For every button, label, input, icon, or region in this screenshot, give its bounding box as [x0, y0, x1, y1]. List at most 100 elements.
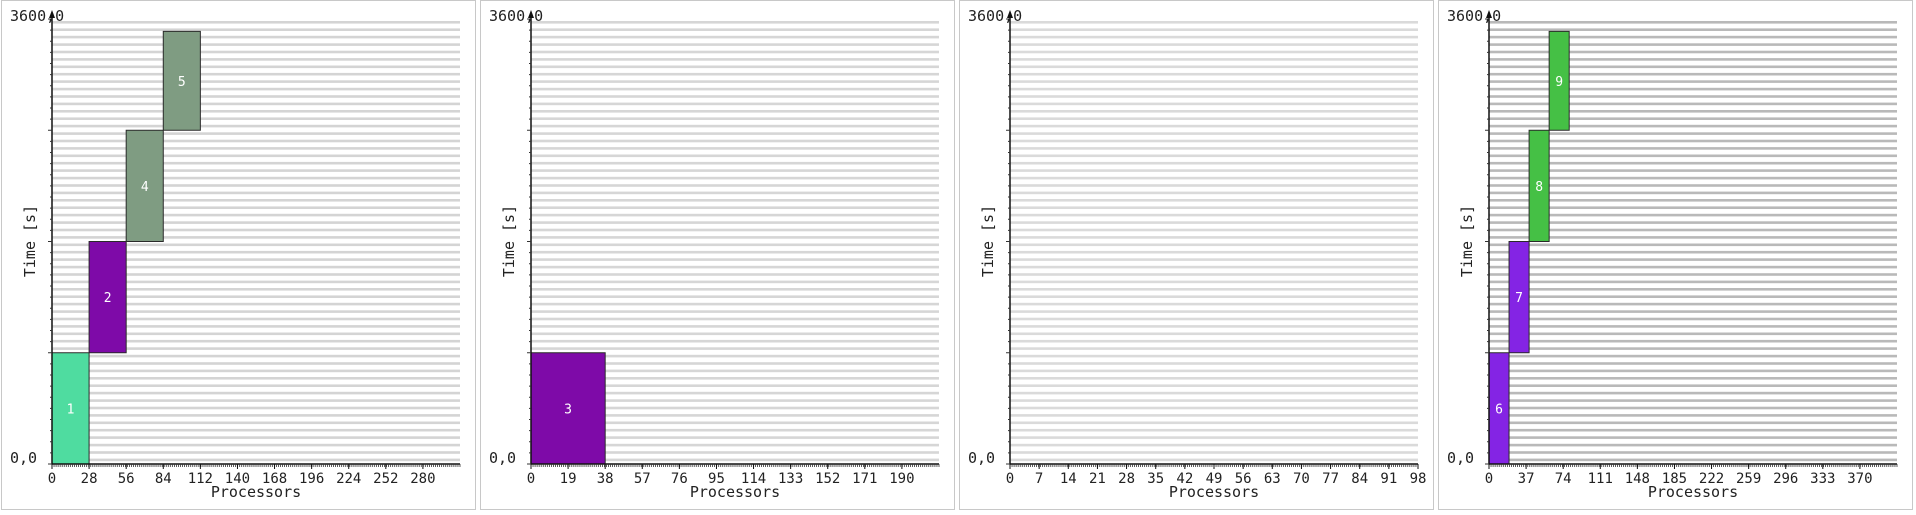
grid: [1489, 21, 1897, 462]
x-tick-label: 370: [1847, 471, 1872, 487]
y-axis-label: Time [s]: [500, 205, 518, 277]
grid-stripe: [52, 191, 460, 195]
grid-stripe: [52, 332, 460, 336]
x-tick-label: 252: [373, 471, 398, 487]
grid-stripe: [1489, 161, 1897, 165]
grid-stripe: [52, 35, 460, 39]
grid-stripe: [1489, 310, 1897, 313]
grid-stripe: [1489, 265, 1897, 269]
grid-stripe: [52, 206, 460, 209]
grid-stripe: [52, 295, 460, 298]
y-min-label: 0,0: [489, 449, 516, 467]
grid-stripe: [1010, 206, 1418, 209]
grid-stripe: [1489, 347, 1897, 350]
x-tick-label: 42: [1176, 471, 1193, 487]
grid-stripe: [1010, 110, 1418, 113]
grid-stripe: [1489, 236, 1897, 239]
x-tick-label: 49: [1206, 471, 1223, 487]
grid-stripe: [1010, 35, 1418, 39]
job-block: 6: [1488, 352, 1510, 465]
grid-stripe: [52, 243, 460, 247]
y-max-label: 3600,0: [1447, 7, 1501, 25]
grid-stripe: [1489, 377, 1897, 380]
grid-stripe: [1010, 28, 1418, 31]
grid-stripe: [1489, 110, 1897, 113]
grid-stripe: [52, 436, 460, 439]
grid-stripe: [1489, 124, 1897, 128]
job-label: 1: [67, 402, 75, 417]
grid-stripe: [531, 199, 939, 202]
grid-stripe: [52, 72, 460, 76]
grid-stripe: [1010, 399, 1418, 402]
grid-stripe: [1010, 391, 1418, 395]
x-tick-label: 0: [1006, 471, 1014, 487]
grid-stripe: [1010, 458, 1418, 462]
grid-stripe: [1010, 169, 1418, 172]
grid-stripe: [1010, 236, 1418, 239]
job-block: 7: [1508, 241, 1530, 354]
x-tick-label: 74: [1555, 471, 1572, 487]
grid-stripe: [1010, 50, 1418, 54]
grid-stripe: [1489, 288, 1897, 291]
grid-stripe: [531, 325, 939, 328]
grid-stripe: [531, 362, 939, 365]
chart-panel-3: 0 7 14 21 28 35 42 49 56 63 70 77 84 91 98 3600,0 0,0 Pro…: [959, 0, 1434, 510]
y-axis-arrow: [1486, 10, 1492, 18]
grid-stripe: [52, 236, 460, 239]
x-tick-label: 38: [597, 471, 614, 487]
grid-stripe: [1489, 458, 1897, 462]
grid-stripe: [1489, 50, 1897, 54]
grid-stripe: [52, 406, 460, 410]
grid-stripe: [1489, 332, 1897, 336]
grid-stripe: [531, 184, 939, 187]
x-tick-label: 63: [1264, 471, 1281, 487]
x-tick-label: 114: [741, 471, 766, 487]
grid-stripe: [52, 50, 460, 54]
grid-stripe: [531, 147, 939, 150]
grid-stripe: [1489, 21, 1897, 24]
grid-stripe: [1010, 317, 1418, 321]
grid-stripe: [52, 176, 460, 180]
grid-stripe: [52, 110, 460, 113]
grid-stripe: [52, 139, 460, 143]
chart-panel-1: 1 2 4 5 0 28 56 84 112 140 168 196 224 252 280 3600,0 0,…: [1, 0, 476, 510]
grid-stripe: [531, 399, 939, 402]
grid-stripe: [1010, 139, 1418, 143]
x-axis-label: Processors: [211, 483, 301, 501]
grid-stripe: [52, 421, 460, 425]
grid-stripe: [1489, 250, 1897, 254]
grid-stripe: [1010, 273, 1418, 276]
job-bar: [530, 352, 606, 465]
grid-stripe: [52, 428, 460, 432]
grid-stripe: [531, 132, 939, 135]
job-label: 7: [1515, 291, 1523, 306]
y-axis-arrow: [49, 10, 55, 18]
grid-stripe: [1489, 451, 1897, 454]
grid-stripe: [1010, 288, 1418, 291]
grid-stripe: [52, 43, 460, 46]
grid-stripe: [1010, 325, 1418, 328]
grid-stripe: [1010, 72, 1418, 76]
grid-stripe: [531, 102, 939, 106]
grid-stripe: [52, 58, 460, 61]
grid-stripe: [531, 21, 939, 24]
grid-stripe: [1010, 117, 1418, 120]
grid-stripe: [531, 87, 939, 91]
job-block: 4: [125, 129, 164, 242]
x-tick-label: 95: [708, 471, 725, 487]
grid-stripe: [52, 117, 460, 120]
y-max-label: 3600,0: [489, 7, 543, 25]
grid-stripe: [1489, 206, 1897, 209]
grid-stripe: [52, 124, 460, 128]
job-bar: [1548, 30, 1570, 131]
gantt-chart-1: 1 2 4 5 0 28 56 84 112 140 168 196 224 252 280 3600,0 0,…: [10, 7, 461, 501]
job-label: 5: [178, 75, 186, 90]
grid-stripe: [1010, 451, 1418, 454]
grid-stripe: [52, 414, 460, 417]
x-axis-label: Processors: [1648, 483, 1738, 501]
grid-stripe: [1010, 124, 1418, 128]
y-max-label: 3600,0: [10, 7, 64, 25]
grid-stripe: [1489, 58, 1897, 61]
grid-stripe: [52, 347, 460, 350]
grid: [531, 21, 939, 462]
